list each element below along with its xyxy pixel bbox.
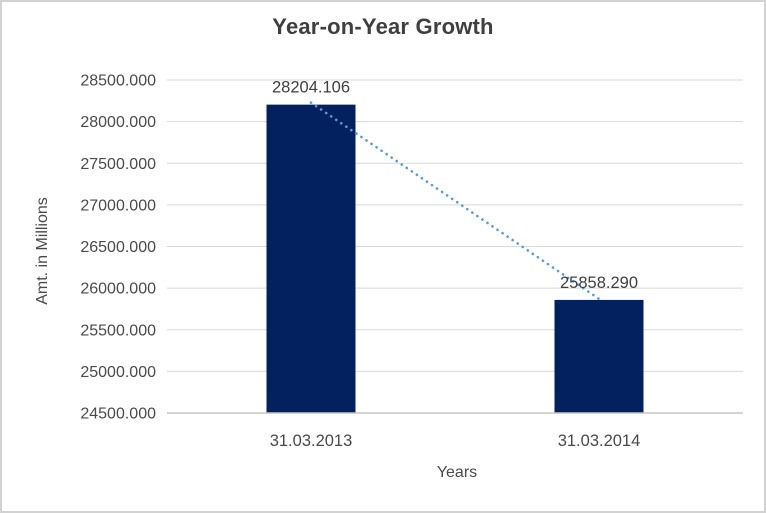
- y-tick-label: 26000.000: [80, 281, 156, 298]
- y-tick-label: 25000.000: [80, 364, 156, 381]
- bar: [266, 104, 356, 413]
- bars-group: [266, 104, 644, 413]
- y-tick-label: 28500.000: [80, 73, 156, 90]
- bar: [554, 299, 644, 413]
- x-axis-title: Years: [436, 464, 478, 481]
- data-label: 28204.106: [272, 79, 350, 97]
- y-axis-title: Amt. in Millions: [34, 197, 51, 305]
- y-tick-labels-group: 24500.000 25000.000 25500.000 26000.000 2650…: [80, 73, 156, 423]
- y-tick-label: 27000.000: [80, 197, 156, 214]
- y-tick-label: 26500.000: [80, 239, 156, 256]
- x-tick-labels-group: 31.03.2013 31.03.2014: [270, 432, 641, 450]
- y-tick-label: 28000.000: [80, 114, 156, 131]
- gridlines-group: [167, 79, 743, 414]
- x-tick-label: 31.03.2014: [558, 432, 641, 450]
- x-tick-label: 31.03.2013: [270, 432, 353, 450]
- data-label: 25858.290: [560, 274, 638, 292]
- data-labels-group: 28204.106 25858.290: [272, 79, 638, 292]
- y-tick-label: 27500.000: [80, 156, 156, 173]
- y-tick-label: 24500.000: [80, 406, 156, 423]
- chart-title: Year-on-Year Growth: [272, 14, 494, 39]
- y-tick-label: 25500.000: [80, 322, 156, 339]
